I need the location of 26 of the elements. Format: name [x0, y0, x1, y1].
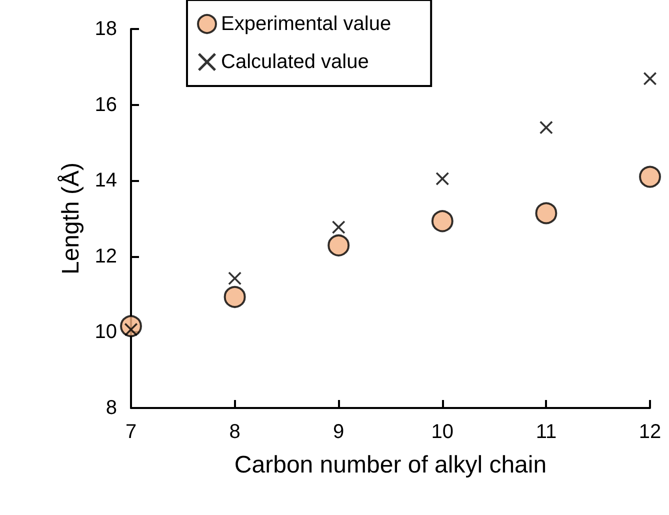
- y-tick-label: 12: [94, 245, 117, 268]
- y-tick-label: 10: [94, 321, 117, 344]
- x-tick-label: 7: [125, 421, 137, 443]
- legend-label: Calculated value: [221, 51, 369, 73]
- y-tick-label: 16: [94, 94, 117, 116]
- y-tick-label: 8: [106, 397, 117, 419]
- y-tick-label: 18: [94, 18, 117, 40]
- x-tick-label: 8: [229, 421, 240, 443]
- point: [228, 272, 242, 285]
- point: [540, 121, 553, 134]
- x-tick-label: 10: [431, 421, 454, 443]
- x-tick-label: 9: [333, 421, 344, 443]
- legend-label: Experimental value: [221, 13, 392, 35]
- x-tick-label: 12: [638, 421, 662, 443]
- point: [328, 234, 350, 256]
- point: [332, 220, 346, 234]
- point: [431, 210, 454, 232]
- point: [639, 166, 661, 188]
- point: [436, 172, 449, 186]
- y-tick-label: 14: [94, 170, 117, 192]
- point: [535, 202, 558, 224]
- point: [224, 286, 246, 308]
- point: [644, 72, 656, 86]
- x-axis-title: Carbon number of alkyl chain: [234, 452, 547, 478]
- x-tick-label: 11: [536, 421, 557, 443]
- y-axis-title: Length (Å): [58, 162, 84, 275]
